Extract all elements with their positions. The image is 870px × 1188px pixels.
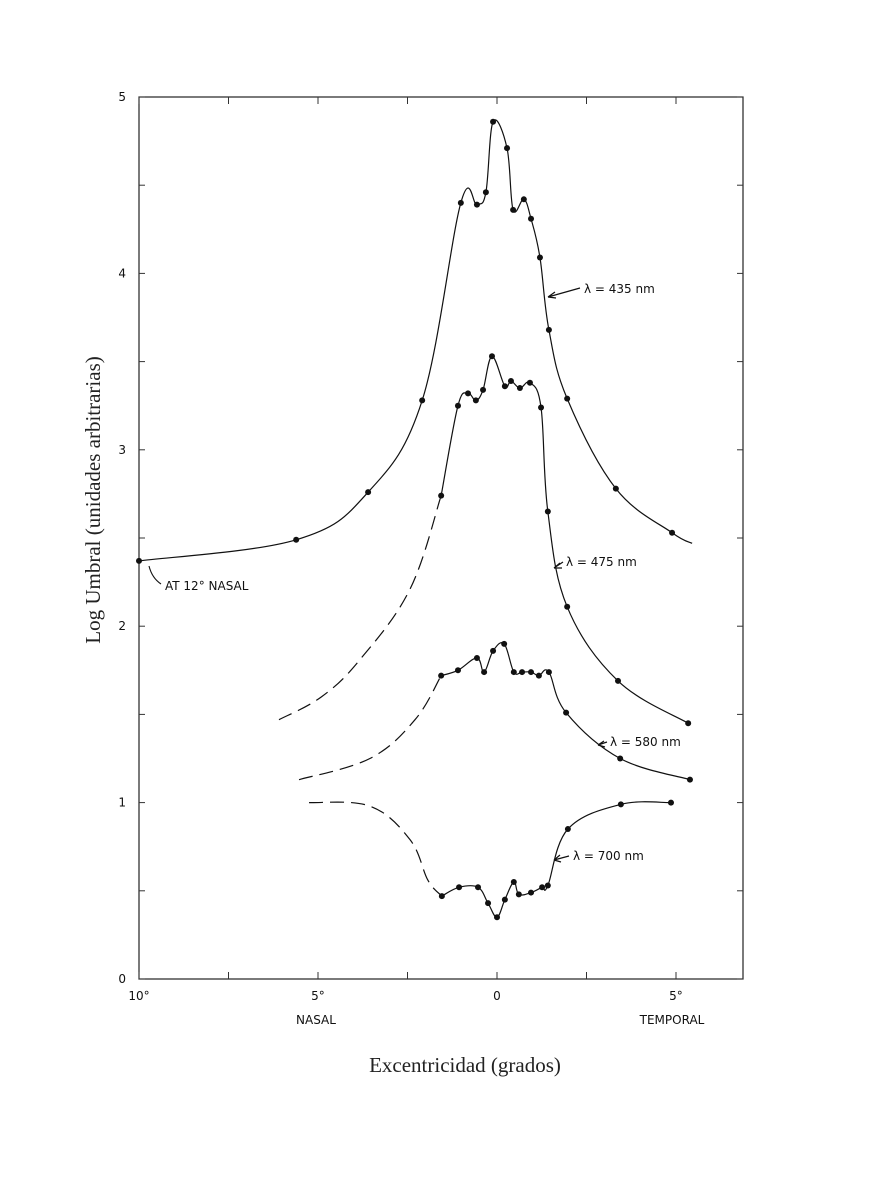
y-tick-label: 5 bbox=[118, 90, 126, 104]
data-point bbox=[136, 557, 142, 564]
data-point bbox=[475, 884, 482, 891]
x-side-label-temporal: TEMPORAL bbox=[639, 1013, 705, 1027]
y-axis-label: Log Umbral (unidades arbitrarias) bbox=[81, 356, 105, 643]
data-point bbox=[501, 896, 508, 903]
data-point bbox=[501, 640, 508, 647]
curves bbox=[138, 119, 693, 918]
data-point bbox=[617, 755, 624, 762]
data-point bbox=[526, 379, 533, 386]
data-point bbox=[507, 378, 514, 385]
series-arrow-435 bbox=[547, 287, 581, 299]
data-point bbox=[519, 669, 526, 676]
x-side-label-nasal: NASAL bbox=[296, 1013, 336, 1027]
series-line-1 bbox=[440, 355, 689, 724]
data-point bbox=[510, 669, 517, 676]
x-axis-label: Excentricidad (grados) bbox=[369, 1053, 561, 1077]
y-tick-label: 4 bbox=[118, 266, 126, 280]
data-point bbox=[494, 914, 500, 921]
data-point bbox=[667, 799, 674, 806]
data-point bbox=[516, 385, 523, 392]
data-point bbox=[481, 669, 488, 676]
data-point bbox=[454, 667, 461, 674]
data-point bbox=[564, 603, 571, 610]
data-point bbox=[520, 196, 527, 203]
data-point bbox=[504, 145, 511, 152]
data-point bbox=[539, 884, 546, 891]
annotation-at-12-nasal: AT 12° NASAL bbox=[165, 579, 249, 593]
data-point bbox=[501, 383, 508, 390]
data-point bbox=[615, 677, 622, 684]
data-point bbox=[454, 402, 461, 409]
data-point bbox=[465, 390, 472, 397]
data-point bbox=[488, 353, 495, 360]
plot-frame bbox=[138, 96, 744, 980]
x-tick-label: 10° bbox=[128, 989, 149, 1003]
data-point bbox=[457, 199, 464, 206]
data-point bbox=[564, 826, 571, 833]
data-point bbox=[480, 386, 487, 393]
data-point bbox=[510, 878, 517, 885]
series-arrow-475 bbox=[553, 561, 564, 569]
series-dashed-line-3 bbox=[309, 801, 443, 897]
data-point bbox=[473, 654, 480, 661]
series-dashed-line-2 bbox=[298, 675, 442, 781]
data-point bbox=[536, 254, 543, 261]
y-tick-label: 2 bbox=[118, 619, 126, 633]
series-label-435: λ = 435 nm bbox=[584, 282, 655, 296]
data-point bbox=[538, 404, 545, 411]
data-point bbox=[510, 206, 517, 213]
data-point bbox=[685, 720, 692, 727]
series-label-475: λ = 475 nm bbox=[566, 555, 637, 569]
data-point bbox=[472, 397, 479, 404]
y-tick-label: 3 bbox=[118, 443, 126, 457]
data-point bbox=[485, 900, 492, 907]
series-line-0 bbox=[138, 119, 693, 562]
data-point bbox=[563, 709, 570, 716]
data-point bbox=[544, 508, 551, 515]
data-point bbox=[669, 529, 676, 536]
data-point bbox=[515, 891, 522, 898]
series-dashed-line-1 bbox=[278, 495, 442, 721]
series-arrow-700 bbox=[553, 854, 570, 863]
data-point bbox=[686, 776, 693, 783]
data-point bbox=[438, 492, 445, 499]
data-point bbox=[438, 893, 445, 900]
data-point bbox=[490, 647, 497, 654]
data-point bbox=[456, 884, 463, 891]
data-point bbox=[612, 485, 619, 492]
data-point bbox=[419, 397, 426, 404]
data-point bbox=[545, 326, 552, 333]
axis-ticks: 10° 5° 0 5° 0 1 2 3 4 5 bbox=[118, 90, 743, 1003]
data-point bbox=[438, 672, 445, 679]
y-tick-label: 0 bbox=[118, 972, 126, 986]
data-point bbox=[617, 801, 624, 808]
data-point bbox=[545, 669, 552, 676]
data-point bbox=[564, 395, 571, 402]
x-tick-label: 0 bbox=[493, 989, 501, 1003]
data-point bbox=[473, 201, 480, 208]
annotation-leader bbox=[148, 565, 162, 585]
series-label-700: λ = 700 nm bbox=[573, 849, 644, 863]
data-point bbox=[490, 118, 497, 125]
y-tick-label: 1 bbox=[118, 796, 126, 810]
data-point bbox=[528, 215, 535, 222]
x-tick-label: 5° bbox=[669, 989, 683, 1003]
data-point bbox=[528, 889, 535, 896]
data-point bbox=[535, 672, 542, 679]
data-point bbox=[544, 882, 551, 889]
data-point bbox=[293, 536, 300, 543]
x-tick-label: 5° bbox=[311, 989, 325, 1003]
data-point bbox=[365, 489, 372, 496]
series-arrow-580 bbox=[597, 740, 608, 748]
data-point bbox=[482, 189, 489, 196]
data-points bbox=[136, 118, 693, 921]
data-point bbox=[528, 669, 535, 676]
series-label-580: λ = 580 nm bbox=[610, 735, 681, 749]
